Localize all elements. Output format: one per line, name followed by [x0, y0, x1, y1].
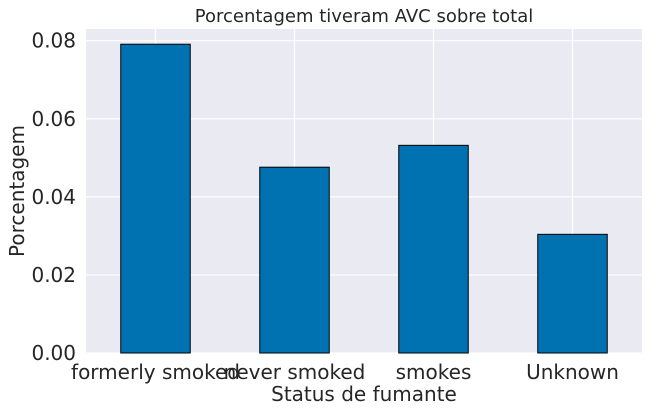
- x-tick-label: smokes: [396, 360, 472, 384]
- chart-title: Porcentagem tiveram AVC sobre total: [195, 6, 533, 27]
- x-tick-label: Unknown: [526, 360, 619, 384]
- bar-never-smoked: [259, 166, 330, 354]
- y-tick-label: 0.00: [31, 341, 76, 365]
- x-tick-label: formerly smoked: [71, 360, 240, 384]
- bar-smokes: [398, 144, 469, 354]
- bar-unknown: [537, 233, 608, 354]
- y-axis-title: Porcentagem: [5, 125, 29, 257]
- y-tick-label: 0.02: [31, 263, 76, 287]
- x-axis-title: Status de fumante: [271, 382, 457, 406]
- bar-formerly-smoked: [120, 43, 191, 354]
- x-tick-label: never smoked: [224, 360, 366, 384]
- y-tick-labels: 0.00 0.02 0.04 0.06 0.08: [31, 29, 76, 365]
- y-tick-label: 0.06: [31, 107, 76, 131]
- y-tick-label: 0.08: [31, 29, 76, 53]
- bars: [120, 43, 608, 354]
- y-tick-label: 0.04: [31, 185, 76, 209]
